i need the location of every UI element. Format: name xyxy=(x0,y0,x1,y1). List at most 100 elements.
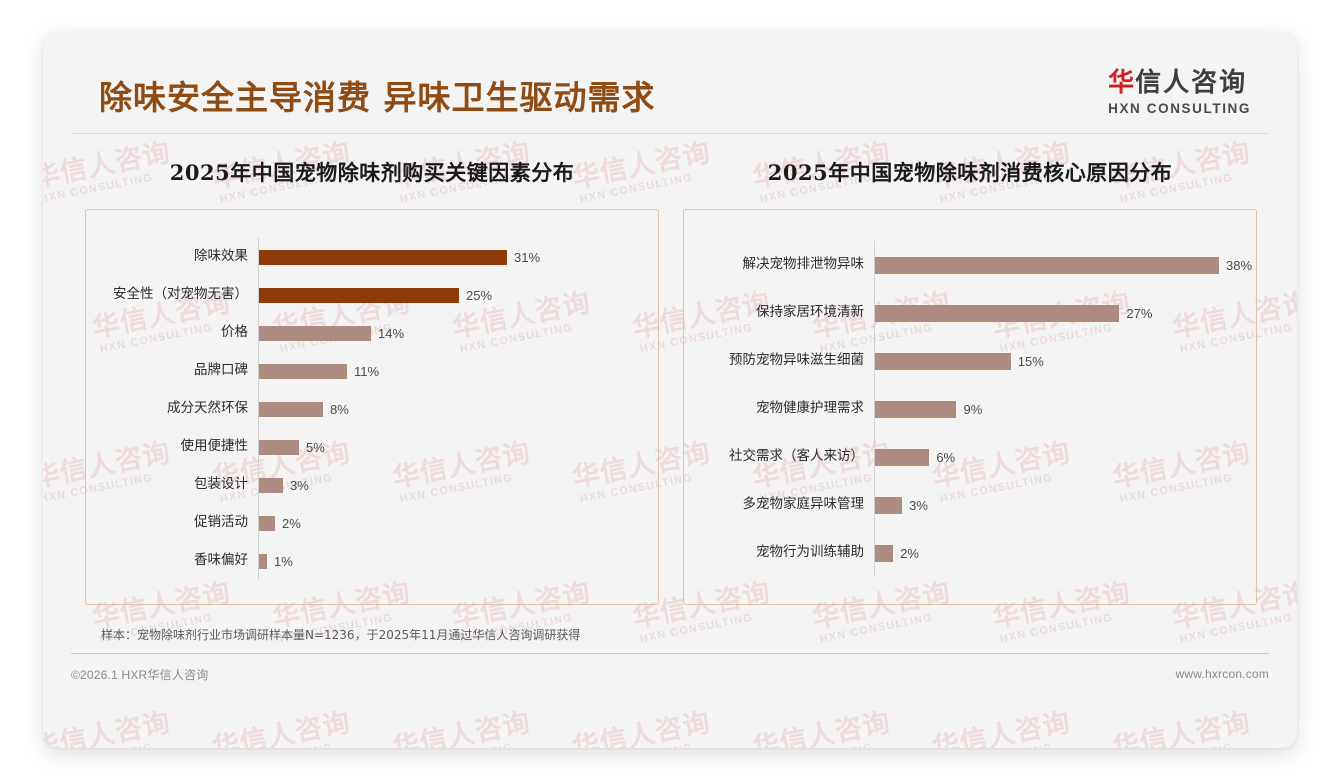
chart-title-right: 2025年中国宠物除味剂消费核心原因分布 xyxy=(767,160,1173,185)
chart-consumption-reasons: 2025年中国宠物除味剂消费核心原因分布 解决宠物排泄物异味 38% 保持家居环境清… xyxy=(683,162,1257,605)
bar-category-label: 包装设计 xyxy=(194,476,248,493)
bar-category-label: 预防宠物异味滋生细菌 xyxy=(729,352,864,369)
bar-track: 9% xyxy=(874,385,1244,433)
bar-track: 38% xyxy=(874,241,1252,289)
bar-list-right: 解决宠物排泄物异味 38% 保持家居环境清新 27% 预防宠物异味滋生细菌 15% 宠物健康… xyxy=(696,241,1252,577)
bar-row: 多宠物家庭异味管理 3% xyxy=(696,481,1244,529)
bar-category-label: 多宠物家庭异味管理 xyxy=(742,496,865,513)
watermark-chinese: 华信人咨询 xyxy=(929,707,1074,748)
brand-logo: 华 信人咨询 HXN CONSULTING xyxy=(1108,70,1251,124)
bar-fill xyxy=(259,401,323,417)
watermark-english: HXN CONSULTING xyxy=(219,738,356,748)
watermark-chinese: 华信人咨询 xyxy=(43,707,174,748)
bar-category-label: 安全性（对宠物无害） xyxy=(113,286,248,303)
chart-panel-left: 除味效果 31% 安全性（对宠物无害） 25% 价格 14% 品牌口碑 11% 成分天然环保 8%… xyxy=(85,209,659,605)
bar-value-label: 27% xyxy=(1126,305,1153,321)
bar-value-label: 8% xyxy=(330,401,349,417)
bar-value-label: 5% xyxy=(306,439,325,455)
bar-track: 11% xyxy=(258,352,646,390)
bar-value-label: 25% xyxy=(466,287,493,303)
bar-value-label: 11% xyxy=(354,363,380,379)
bar-fill xyxy=(259,249,507,265)
bar-value-label: 2% xyxy=(900,545,919,561)
brand-logo-rest: 信人咨询 xyxy=(1135,68,1248,98)
slide-footer: ©2026.1 HXR华信人咨询 www.hxrcon.com xyxy=(71,666,1269,683)
watermark-english: HXN CONSULTING xyxy=(579,738,716,748)
bar-category-label: 成分天然环保 xyxy=(167,400,248,417)
bar-list-left: 除味效果 31% 安全性（对宠物无害） 25% 价格 14% 品牌口碑 11% 成分天然环保 8%… xyxy=(98,238,646,580)
bar-category-label: 价格 xyxy=(221,324,248,341)
watermark-english: HXN CONSULTING xyxy=(759,738,896,748)
watermark-chinese: 华信人咨询 xyxy=(209,707,354,748)
bar-track: 31% xyxy=(258,238,646,276)
bar-row: 宠物行为训练辅助 2% xyxy=(696,529,1244,577)
bar-category-label: 香味偏好 xyxy=(194,552,248,569)
bar-track: 6% xyxy=(874,433,1244,481)
watermark-english: HXN CONSULTING xyxy=(399,738,536,748)
bar-row: 包装设计 3% xyxy=(98,466,646,504)
bar-category-label: 品牌口碑 xyxy=(194,362,248,379)
bar-category-label: 宠物行为训练辅助 xyxy=(756,544,864,561)
bar-fill xyxy=(259,325,371,341)
bar-value-label: 9% xyxy=(963,401,983,417)
bar-value-label: 1% xyxy=(274,553,293,569)
bar-row: 安全性（对宠物无害） 25% xyxy=(98,276,646,314)
bar-fill xyxy=(875,256,1219,274)
brand-logo-hua: 华 xyxy=(1108,68,1136,98)
bar-track: 2% xyxy=(874,529,1244,577)
bar-track: 1% xyxy=(258,542,646,580)
bar-track: 3% xyxy=(258,466,646,504)
watermark-chinese: 华信人咨询 xyxy=(1109,707,1254,748)
bar-track: 14% xyxy=(258,314,646,352)
bar-value-label: 38% xyxy=(1226,257,1253,273)
bar-fill xyxy=(875,544,894,562)
bar-row: 保持家居环境清新 27% xyxy=(696,289,1244,337)
chart-panel-right: 解决宠物排泄物异味 38% 保持家居环境清新 27% 预防宠物异味滋生细菌 15% 宠物健康… xyxy=(683,209,1257,605)
slide-header: 除味安全主导消费 异味卫生驱动需求 华 信人咨询 HXN CONSULTING xyxy=(43,32,1297,124)
bar-row: 除味效果 31% xyxy=(98,238,646,276)
sample-note: 样本：宠物除味剂行业市场调研样本量N=1236，于2025年11月通过华信人咨询… xyxy=(71,627,1269,654)
bar-category-label: 宠物健康护理需求 xyxy=(756,400,864,417)
bar-fill xyxy=(259,553,267,569)
watermark-english: HXN CONSULTING xyxy=(1119,738,1256,748)
bar-category-label: 除味效果 xyxy=(194,248,248,265)
bar-value-label: 3% xyxy=(909,497,928,513)
bar-fill xyxy=(259,515,275,531)
bar-category-label: 解决宠物排泄物异味 xyxy=(742,256,865,273)
bar-row: 社交需求（客人来访） 6% xyxy=(696,433,1244,481)
bar-track: 8% xyxy=(258,390,646,428)
bar-track: 3% xyxy=(874,481,1244,529)
brand-logo-chinese: 华 信人咨询 xyxy=(1108,70,1247,96)
bar-track: 15% xyxy=(874,337,1244,385)
bar-category-label: 社交需求（客人来访） xyxy=(729,448,864,465)
bar-fill xyxy=(259,439,299,455)
bar-row: 促销活动 2% xyxy=(98,504,646,542)
bar-fill xyxy=(875,400,957,418)
bar-value-label: 2% xyxy=(282,515,301,531)
brand-logo-english: HXN CONSULTING xyxy=(1108,101,1251,116)
bar-value-label: 3% xyxy=(290,477,309,493)
bar-fill xyxy=(259,287,459,303)
chart-title-left: 2025年中国宠物除味剂购买关键因素分布 xyxy=(169,160,575,185)
footer-website[interactable]: www.hxrcon.com xyxy=(1175,667,1269,682)
bar-row: 价格 14% xyxy=(98,314,646,352)
chart-purchase-factors: 2025年中国宠物除味剂购买关键因素分布 除味效果 31% 安全性（对宠物无害） 25… xyxy=(85,162,659,605)
bar-row: 宠物健康护理需求 9% xyxy=(696,385,1244,433)
bar-value-label: 15% xyxy=(1017,353,1044,369)
watermark-chinese: 华信人咨询 xyxy=(389,707,534,748)
bar-fill xyxy=(259,363,347,379)
bar-fill xyxy=(875,448,930,466)
bar-row: 使用便捷性 5% xyxy=(98,428,646,466)
watermark-english: HXN CONSULTING xyxy=(939,738,1076,748)
bar-track: 5% xyxy=(258,428,646,466)
bar-track: 2% xyxy=(258,504,646,542)
bar-fill xyxy=(875,304,1120,322)
watermark-chinese: 华信人咨询 xyxy=(569,707,714,748)
bar-fill xyxy=(259,477,283,493)
